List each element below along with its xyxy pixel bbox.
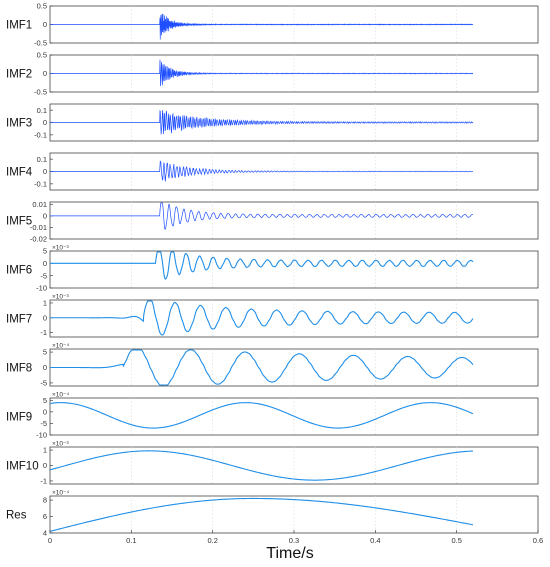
y-exponent-label: ×10⁻³ bbox=[52, 294, 69, 301]
y-tick-label: 6 bbox=[43, 512, 47, 521]
y-exponent-label: ×10⁻³ bbox=[52, 441, 69, 448]
signal-line-imf9 bbox=[49, 402, 474, 429]
x-tick-label: 0.2 bbox=[207, 536, 217, 545]
panel-imf8: 5 0 -5 ×10⁻⁴ IMF8 bbox=[6, 343, 539, 388]
signal-line-imf10 bbox=[49, 450, 473, 481]
y-tick-label: 0 bbox=[43, 167, 47, 176]
component-label: Res bbox=[6, 510, 27, 522]
signal-line-imf6 bbox=[50, 251, 474, 280]
signal-line-imf7 bbox=[50, 300, 474, 336]
component-label: IMF9 bbox=[6, 412, 32, 424]
y-tick-label: 0.1 bbox=[37, 106, 47, 115]
y-tick-label: -1 bbox=[40, 477, 47, 486]
component-label: IMF10 bbox=[6, 461, 39, 473]
y-tick-label: 5 bbox=[43, 247, 47, 256]
panel-imf9: 5 0 -5 -10 ×10⁻⁴ IMF9 bbox=[6, 392, 539, 440]
y-tick-label: 5 bbox=[43, 348, 47, 357]
y-tick-label: -10 bbox=[36, 431, 47, 440]
x-tick-label: 0.6 bbox=[533, 536, 543, 545]
y-tick-label: 0 bbox=[43, 363, 47, 372]
y-tick-label: 5 bbox=[43, 396, 47, 405]
y-tick-label: -0.1 bbox=[34, 179, 47, 188]
x-tick-label: 0.5 bbox=[451, 536, 461, 545]
y-tick-label: 0 bbox=[43, 69, 47, 78]
y-tick-label: -0.1 bbox=[34, 130, 47, 139]
y-tick-label: -10 bbox=[36, 284, 47, 293]
y-exponent-label: ×10⁻⁴ bbox=[52, 490, 69, 497]
panel-imf6: 5 0 -5 -10 ×10⁻³ IMF6 bbox=[6, 245, 539, 293]
y-tick-label: 0 bbox=[43, 20, 47, 29]
signal-line-imf1 bbox=[50, 13, 474, 40]
signal-line-imf4 bbox=[50, 160, 474, 182]
y-tick-label: 0.1 bbox=[37, 155, 47, 164]
x-tick-label: 0.4 bbox=[370, 536, 380, 545]
y-tick-label: 0 bbox=[43, 461, 47, 470]
panel-imf7: 1 0 -1 ×10⁻³ IMF7 bbox=[6, 294, 539, 338]
panel-imf10: 1 0 -1 ×10⁻³ IMF10 bbox=[6, 441, 539, 486]
component-label: IMF5 bbox=[6, 216, 32, 228]
y-tick-label: 0 bbox=[43, 407, 47, 416]
x-axis: 0 0.1 0.2 0.3 0.4 0.5 0.6 bbox=[48, 530, 543, 545]
y-tick-label: 1 bbox=[43, 446, 47, 455]
y-tick-label: -1 bbox=[40, 328, 47, 337]
y-tick-label: 8 bbox=[43, 496, 47, 505]
component-label: IMF1 bbox=[6, 20, 32, 32]
y-tick-label: -0.02 bbox=[30, 235, 47, 244]
x-tick-label: 0.1 bbox=[126, 536, 136, 545]
signal-line-imf3 bbox=[50, 109, 474, 135]
y-tick-label: 0 bbox=[43, 211, 47, 220]
component-label: IMF4 bbox=[6, 167, 33, 179]
signal-line-imf2 bbox=[50, 59, 474, 87]
y-tick-label: -0.5 bbox=[34, 39, 47, 48]
y-tick-label: 0.5 bbox=[37, 2, 47, 11]
y-tick-label: 0.5 bbox=[37, 51, 47, 60]
y-tick-label: 1 bbox=[43, 299, 47, 308]
y-exponent-label: ×10⁻⁴ bbox=[52, 343, 69, 350]
component-label: IMF6 bbox=[6, 265, 32, 277]
y-tick-label: 0 bbox=[43, 313, 47, 322]
x-tick-label: 0.3 bbox=[289, 536, 299, 545]
panels: 0.50-0.5IMF10.50-0.5IMF20.10-0.1IMF30.10… bbox=[6, 2, 539, 538]
y-tick-label: 4 bbox=[43, 529, 47, 538]
y-exponent-label: ×10⁻⁴ bbox=[52, 392, 69, 399]
x-axis-title: Time/s bbox=[266, 545, 313, 562]
signal-line-imf5 bbox=[50, 202, 474, 230]
y-tick-label: 0 bbox=[43, 118, 47, 127]
signal-line-res bbox=[49, 497, 474, 532]
panel-res: 8 6 4 ×10⁻⁴ Res bbox=[6, 490, 539, 538]
y-tick-label: 0.01 bbox=[32, 200, 47, 209]
x-tick-label: 0 bbox=[48, 536, 52, 545]
signal-line-imf8 bbox=[50, 349, 474, 386]
component-label: IMF7 bbox=[6, 314, 32, 326]
y-tick-label: 0 bbox=[43, 259, 47, 268]
y-tick-label: -0.5 bbox=[34, 88, 47, 97]
y-tick-label: -5 bbox=[40, 271, 47, 280]
panel-imf5: 0.01 0 -0.01 -0.02 IMF5 bbox=[6, 200, 539, 244]
y-tick-label: -0.01 bbox=[30, 223, 47, 232]
y-exponent-label: ×10⁻³ bbox=[52, 245, 69, 252]
component-label: IMF2 bbox=[6, 69, 32, 81]
y-tick-label: -5 bbox=[40, 419, 47, 428]
component-label: IMF3 bbox=[6, 118, 32, 130]
component-label: IMF8 bbox=[6, 363, 32, 375]
y-tick-label: -5 bbox=[40, 379, 47, 388]
